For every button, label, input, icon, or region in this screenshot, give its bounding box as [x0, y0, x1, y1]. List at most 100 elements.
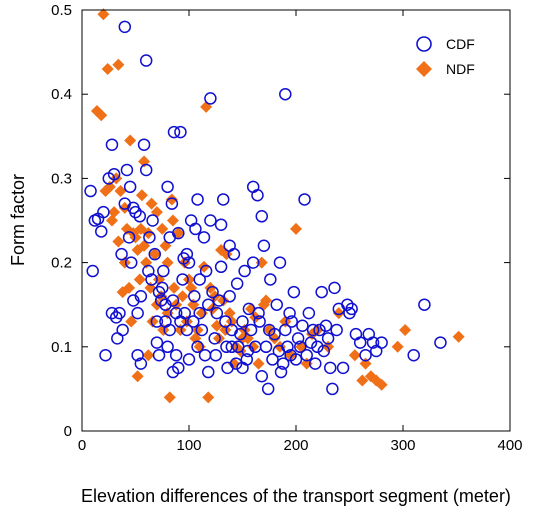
cdf-point: [261, 382, 275, 396]
cdf-point: [137, 138, 151, 151]
legend: CDF NDF: [416, 36, 475, 77]
ndf-point: [332, 307, 345, 320]
cdf-point: [311, 340, 324, 354]
ndf-point: [156, 222, 169, 235]
cdf-point: [182, 256, 196, 269]
y-tick-label: 0: [64, 423, 72, 440]
cdf-point: [279, 87, 292, 101]
cdf-point: [169, 348, 183, 362]
cdf-point: [252, 306, 265, 320]
cdf-point: [281, 340, 294, 354]
ndf-point: [391, 340, 404, 353]
cdf-point: [206, 285, 219, 299]
y-tick-label: 0.2: [51, 255, 72, 272]
ndf-point: [97, 8, 110, 21]
ndf-point: [108, 206, 121, 219]
cdf-point: [294, 340, 307, 354]
cdf-point: [291, 332, 305, 345]
cdf-point: [236, 315, 249, 328]
cdf-point: [86, 264, 99, 278]
cdf-point: [317, 344, 331, 358]
cdf-point: [204, 214, 217, 227]
x-tick-label: 100: [176, 437, 201, 454]
cdf-point: [328, 281, 341, 295]
ndf-point: [375, 378, 388, 391]
y-tick-label: 0.4: [51, 86, 72, 103]
cdf-point: [123, 180, 137, 194]
x-axis-label: Elevation differences of the transport s…: [81, 486, 511, 506]
cdf-point: [225, 340, 239, 354]
cdf-point: [134, 290, 148, 303]
legend-ndf-marker: [416, 61, 432, 77]
cdf-point: [163, 231, 176, 244]
ndf-point: [133, 273, 146, 286]
ndf-point: [123, 281, 136, 294]
cdf-point: [191, 340, 204, 354]
ticks-layer: 0 100 200 300 400 0 0.1 0.2 0.3 0.4 0.5: [51, 2, 522, 454]
cdf-point: [246, 256, 260, 269]
cdf-point: [323, 361, 337, 375]
cdf-point: [268, 327, 281, 341]
cdf-point: [257, 239, 271, 253]
cdf-point: [172, 226, 185, 240]
cdf-point: [180, 247, 194, 261]
cdf-point: [276, 357, 290, 370]
cdf-point: [216, 193, 230, 206]
ndf-point: [348, 349, 361, 362]
points-layer: [84, 8, 465, 404]
legend-cdf-label: CDF: [446, 36, 475, 52]
cdf-point: [285, 315, 298, 328]
cdf-point: [255, 370, 269, 383]
cdf-point: [131, 306, 144, 320]
ndf-point: [452, 330, 465, 343]
ndf-point: [118, 201, 131, 214]
cdf-point: [180, 323, 194, 337]
cdf-point: [253, 315, 266, 328]
cdf-point: [148, 247, 162, 261]
cdf-point: [315, 285, 328, 299]
cdf-point: [157, 264, 170, 278]
cdf-point: [187, 315, 200, 328]
cdf-point: [240, 353, 254, 366]
ndf-point: [148, 248, 161, 261]
cdf-point: [105, 306, 119, 320]
cdf-point: [321, 332, 335, 345]
cdf-point: [166, 294, 180, 307]
cdf-point: [113, 306, 126, 320]
ndf-point: [142, 227, 155, 240]
cdf-point: [189, 222, 202, 236]
x-tick-label: 300: [390, 437, 415, 454]
cdf-point: [139, 163, 153, 177]
cdf-point: [146, 214, 159, 227]
cdf-point: [349, 327, 363, 341]
ndf-point: [125, 315, 138, 328]
cdf-point: [84, 184, 97, 198]
ndf-point: [95, 109, 108, 122]
cdf-point: [309, 357, 322, 370]
cdf-point: [163, 323, 176, 337]
cdf-point: [287, 285, 301, 299]
legend-ndf-label: NDF: [446, 61, 475, 77]
ndf-point: [356, 374, 369, 387]
y-tick-label: 0.1: [51, 339, 72, 356]
cdf-point: [270, 298, 283, 311]
ndf-point: [217, 294, 230, 307]
cdf-point: [107, 167, 121, 181]
cdf-point: [124, 256, 138, 269]
ndf-point: [260, 294, 273, 307]
cdf-point: [172, 361, 185, 375]
cdf-point: [150, 336, 164, 349]
cdf-point: [273, 256, 287, 269]
cdf-point: [156, 281, 169, 295]
ndf-point: [105, 214, 118, 227]
x-tick-label: 200: [283, 437, 308, 454]
ndf-point: [131, 370, 144, 383]
cdf-point: [330, 323, 343, 337]
ndf-point: [202, 391, 215, 404]
ndf-point: [290, 222, 302, 235]
cdf-point: [274, 365, 288, 379]
cdf-point: [336, 361, 350, 375]
cdf-point: [202, 298, 215, 311]
cdf-point: [188, 290, 201, 303]
